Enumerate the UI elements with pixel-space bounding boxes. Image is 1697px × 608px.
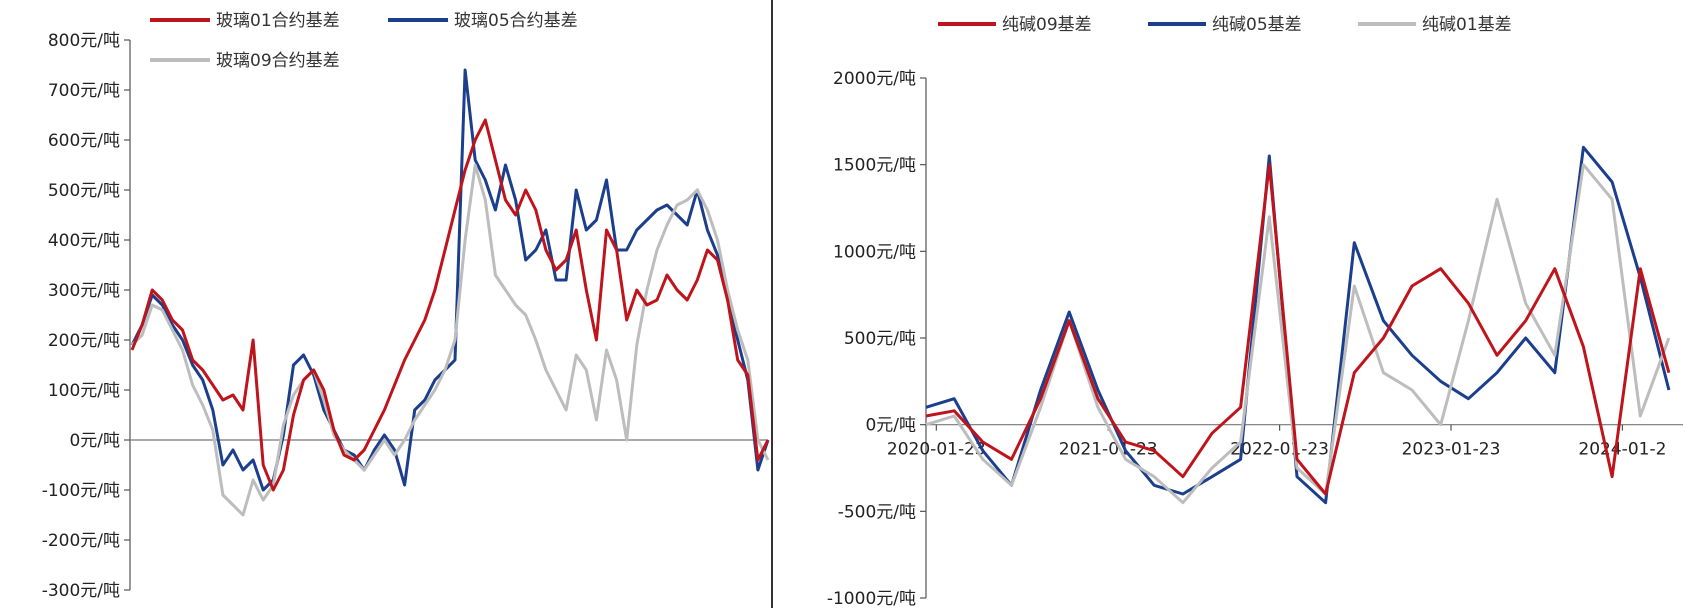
series-1-line: [925, 163, 1671, 496]
x-tick-label: 2024-01-2: [1578, 440, 1666, 460]
y-tick-label: 200元/吨: [48, 331, 120, 351]
series-3-legend-label: 玻璃09合约基差: [216, 51, 340, 71]
soda-ash-basis-chart: 纯碱09基差 纯碱05基差 纯碱01基差 2000元/吨 1500元/吨 1000元/吨…: [827, 15, 1683, 608]
series-3-legend-label: 纯碱01基差: [1422, 15, 1512, 35]
y-tick-label: -200元/吨: [42, 531, 120, 551]
y-tick-label: 1000元/吨: [833, 242, 916, 262]
y-tick-label: 2000元/吨: [833, 69, 916, 89]
y-tick-label: 400元/吨: [48, 231, 120, 251]
y-tick-label: 500元/吨: [844, 329, 916, 349]
x-tick-label: 2020-01-23: [887, 440, 986, 460]
axes: 800元/吨 700元/吨 600元/吨 500元/吨 400元/吨 300元/吨 200元…: [42, 31, 768, 601]
y-tick-label: 800元/吨: [48, 31, 120, 51]
series-2-line: [925, 145, 1671, 505]
y-tick-label: 0元/吨: [865, 416, 916, 436]
y-tick-label: 1500元/吨: [833, 156, 916, 176]
y-tick-label: -1000元/吨: [827, 589, 916, 608]
x-tick-label: 2022-01-23: [1230, 440, 1329, 460]
panel-divider: [771, 0, 773, 608]
series-3-line: [925, 163, 1671, 505]
axes: 2000元/吨 1500元/吨 1000元/吨 500元/吨 0元/吨 -500元/吨 -1…: [827, 69, 1683, 608]
x-tick-label: 2023-01-23: [1402, 440, 1501, 460]
y-tick-label: -500元/吨: [838, 502, 916, 522]
series-group: [130, 68, 770, 517]
y-tick-label: 600元/吨: [48, 131, 120, 151]
legend: 纯碱09基差 纯碱05基差 纯碱01基差: [938, 15, 1512, 35]
series-1-line: [130, 118, 770, 492]
y-tick-label: -100元/吨: [42, 481, 120, 501]
series-1-legend-label: 玻璃01合约基差: [216, 11, 340, 31]
x-tick-label: 2021-01-23: [1059, 440, 1158, 460]
series-group: [925, 145, 1671, 505]
y-tick-label: -300元/吨: [42, 581, 120, 601]
series-3-line: [130, 163, 770, 517]
y-tick-label: 0元/吨: [69, 431, 120, 451]
y-tick-label: 100元/吨: [48, 381, 120, 401]
series-2-legend-label: 玻璃05合约基差: [454, 11, 578, 31]
y-tick-label: 300元/吨: [48, 281, 120, 301]
y-tick-label: 700元/吨: [48, 81, 120, 101]
series-2-line: [130, 68, 770, 492]
series-1-legend-label: 纯碱09基差: [1002, 15, 1092, 35]
series-2-legend-label: 纯碱05基差: [1212, 15, 1302, 35]
y-tick-label: 500元/吨: [48, 181, 120, 201]
